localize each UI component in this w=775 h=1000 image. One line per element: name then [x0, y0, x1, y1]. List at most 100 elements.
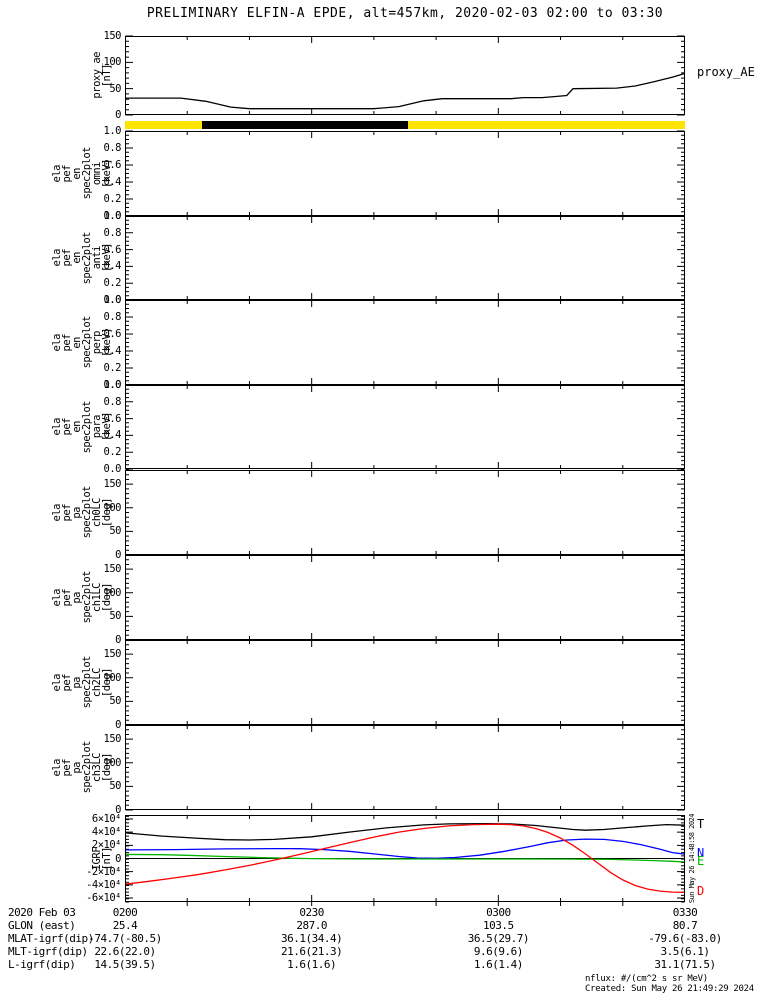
- nflux-units-note: nflux: #/(cm^2 s sr MeV): [585, 974, 708, 984]
- y-tick-label: 0.8: [103, 226, 122, 239]
- y-tick-label: 2×10⁴: [91, 839, 122, 852]
- y-tick-label: 0.6: [103, 412, 122, 425]
- series-E: [124, 853, 686, 863]
- created-timestamp: Created: Sun May 26 21:49:29 2024: [585, 984, 754, 994]
- panel-frame: [125, 555, 685, 640]
- ephemeris-row-label: GLON (east): [8, 919, 76, 932]
- y-tick-label: 0: [115, 852, 121, 865]
- series-end-label-E: E: [697, 853, 705, 868]
- watermark-timestamp: Sun May 26 14:48:58 2024: [687, 813, 697, 904]
- panel-frame: [125, 131, 685, 216]
- ephemeris-value: 103.5: [483, 919, 514, 932]
- orbit-status-bar: [125, 121, 685, 129]
- ephemeris-value: 80.7: [672, 919, 698, 932]
- ephemeris-value: 287.0: [296, 919, 327, 932]
- y-tick-label: 100: [103, 56, 122, 69]
- y-tick-label: 0.2: [103, 277, 122, 290]
- y-tick-label: 50: [109, 82, 121, 95]
- y-tick-label: 0.4: [103, 345, 122, 357]
- y-tick-label: 150: [103, 648, 122, 661]
- panel-frame: [125, 300, 685, 385]
- y-tick-label: 1.0: [103, 294, 122, 306]
- axis-ticks: [125, 384, 685, 470]
- plot-title: PRELIMINARY ELFIN-A EPDE, alt=457km, 202…: [146, 6, 664, 21]
- ephemeris-value: 36.5(29.7): [467, 932, 530, 945]
- panel-ela_pef_pa_spec2plot_ch0LC: [125, 469, 685, 556]
- y-tick-label: 150: [103, 563, 122, 576]
- series-end-label-proxy_AE: proxy_AE: [697, 65, 755, 80]
- y-tick-label: 0.8: [103, 142, 122, 154]
- series-end-label-N: N: [697, 846, 705, 861]
- y-tick-label: 1.0: [103, 125, 122, 137]
- ephemeris-value: 25.4: [112, 919, 138, 932]
- axis-ticks: [125, 469, 685, 556]
- ephemeris-value: 14.5(39.5): [94, 958, 156, 971]
- y-tick-label: 50: [109, 780, 121, 793]
- y-tick-label: 0.0: [103, 463, 122, 475]
- watermark-text: Sun May 26 14:48:58 2024: [688, 813, 696, 904]
- panel-igrf: [124, 815, 686, 906]
- date-label: 2020 Feb 03: [8, 906, 76, 919]
- ylabel-proxy_ae: proxy_ae [nT]: [26, 36, 113, 115]
- y-tick-label: 150: [103, 30, 122, 42]
- y-tick-label: 0: [115, 549, 121, 561]
- axis-ticks: [125, 215, 685, 301]
- series-T: [124, 822, 686, 841]
- y-tick-label: 100: [103, 501, 122, 514]
- panel-ela_pef_en_spec2plot_omni: [125, 130, 685, 217]
- ephemeris-value: 21.6(21.3): [281, 945, 343, 958]
- y-tick-label: 0: [115, 719, 121, 731]
- series-N: [124, 838, 686, 859]
- y-tick-label: 150: [103, 478, 122, 491]
- axis-ticks: [125, 130, 685, 217]
- axis-ticks: [125, 554, 685, 641]
- panel-ela_pef_en_spec2plot_para: [125, 384, 685, 470]
- y-tick-label: 0: [115, 804, 121, 816]
- panel-ela_pef_pa_spec2plot_ch2LC: [125, 639, 685, 726]
- ephemeris-value: 36.1(34.4): [281, 932, 343, 945]
- axis-ticks: [125, 639, 685, 726]
- ephemeris-row-label: MLAT-igrf(dip): [8, 932, 94, 945]
- series-end-label-T: T: [697, 817, 705, 832]
- time-tick-label: 0300: [486, 906, 511, 919]
- panel-frame: [125, 216, 685, 300]
- ephemeris-row-label: MLT-igrf(dip): [8, 945, 88, 958]
- y-tick-label: 150: [103, 733, 122, 746]
- y-tick-label: 0.0: [103, 210, 122, 222]
- panel-frame: [125, 815, 685, 902]
- y-tick-label: 6×10⁴: [91, 812, 122, 825]
- ephemeris-value: 9.6(9.6): [473, 945, 523, 958]
- ephemeris-value: 31.1(71.5): [654, 958, 716, 971]
- y-tick-label: -2×10⁴: [86, 865, 121, 878]
- panel-ela_pef_pa_spec2plot_ch3LC: [125, 724, 685, 811]
- panel-ela_pef_en_spec2plot_perp: [125, 299, 685, 386]
- panel-frame: [125, 725, 685, 810]
- y-tick-label: 1.0: [103, 210, 122, 222]
- series-proxy_AE: [125, 72, 686, 110]
- y-tick-label: 1.0: [103, 379, 122, 391]
- ephemeris-value: 1.6(1.6): [287, 958, 337, 971]
- panel-frame: [125, 470, 685, 555]
- axis-ticks: [125, 35, 685, 116]
- y-tick-label: 0.4: [103, 260, 122, 273]
- y-tick-label: 0.6: [103, 159, 122, 171]
- y-tick-label: 50: [109, 695, 121, 708]
- time-tick-label: 0230: [299, 906, 324, 919]
- y-tick-label: -6×10⁴: [86, 892, 121, 905]
- panel-ela_pef_pa_spec2plot_ch1LC: [125, 554, 685, 641]
- panel-frame: [125, 385, 685, 469]
- y-tick-label: 0.4: [103, 176, 122, 188]
- y-tick-label: 0.2: [103, 446, 122, 459]
- y-tick-label: 0.6: [103, 243, 122, 256]
- axis-ticks: [125, 299, 685, 386]
- ephemeris-value: 22.6(22.0): [94, 945, 156, 958]
- y-tick-label: 50: [109, 525, 121, 538]
- time-tick-label: 0200: [112, 906, 138, 919]
- panel-frame: [125, 640, 685, 725]
- axis-ticks: [125, 724, 685, 811]
- y-tick-label: 0.2: [103, 193, 122, 205]
- y-tick-label: 100: [103, 671, 122, 684]
- y-tick-label: -4×10⁴: [86, 878, 121, 891]
- panel-frame: [125, 36, 685, 115]
